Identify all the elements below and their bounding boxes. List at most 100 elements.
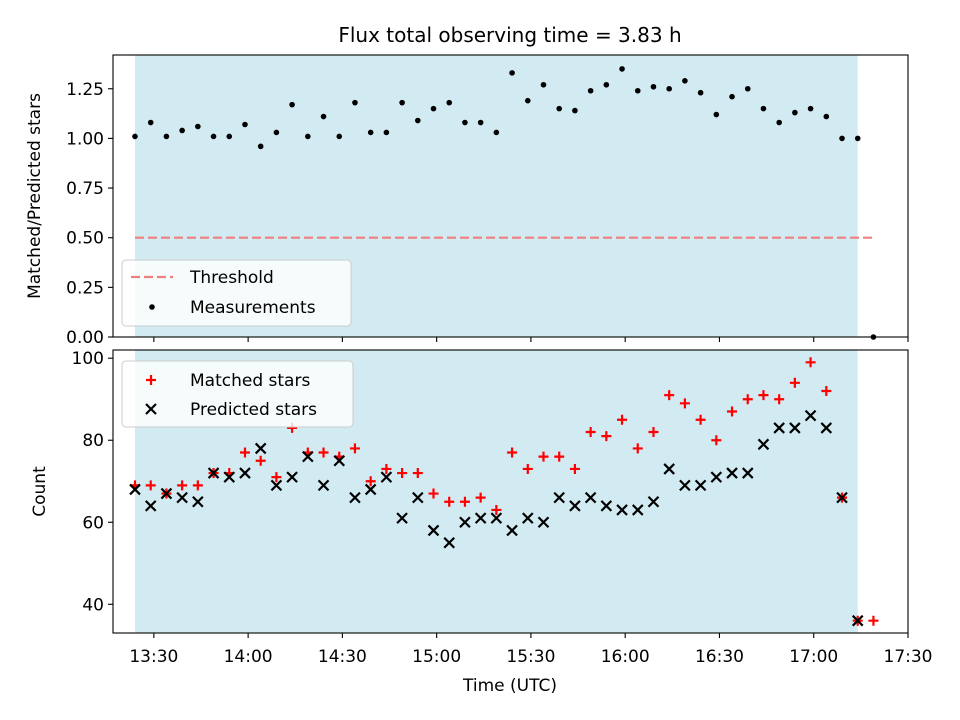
legend-swatch [146, 375, 156, 385]
data-point [650, 83, 657, 90]
data-point [727, 406, 738, 417]
legend-box [121, 360, 354, 428]
data-point [682, 78, 688, 84]
y-axis-label: Matched/Predicted stars [25, 93, 45, 299]
y-tick-label: 60 [82, 513, 104, 533]
y-tick-label: 80 [82, 431, 104, 451]
data-point [569, 463, 580, 474]
legend-swatch-measurements [149, 304, 155, 310]
data-point [475, 492, 486, 503]
data-point [679, 398, 690, 409]
data-point [820, 422, 833, 434]
data-point [711, 435, 722, 446]
data-point [239, 447, 250, 458]
data-point [666, 85, 672, 92]
data-point [365, 476, 376, 487]
data-point [380, 471, 393, 483]
data-point [349, 443, 360, 454]
data-point [147, 119, 154, 126]
data-point [286, 471, 298, 483]
legend-label: Predicted stars [190, 400, 317, 420]
data-point [428, 488, 439, 499]
data-point [383, 129, 390, 136]
data-point [619, 66, 625, 72]
data-point [474, 512, 487, 524]
data-point [396, 512, 408, 524]
data-point [195, 123, 201, 130]
data-point [729, 93, 735, 100]
data-point [352, 99, 358, 106]
data-point [773, 422, 785, 434]
data-point [617, 414, 628, 425]
data-point [305, 133, 311, 140]
y-tick-label: 100 [72, 349, 104, 369]
data-point [270, 479, 283, 492]
y-tick-label: 0.00 [66, 328, 104, 348]
data-point [789, 422, 801, 434]
data-point [758, 390, 769, 401]
data-point [255, 455, 266, 466]
data-point [851, 614, 864, 627]
data-point [741, 467, 754, 479]
data-point [430, 105, 437, 112]
data-point [507, 447, 518, 458]
data-point [257, 143, 264, 150]
legend-label-measurements: Measurements [190, 298, 316, 318]
data-point [397, 468, 408, 479]
y-tick-label: 0.50 [66, 229, 104, 249]
data-point [726, 467, 738, 479]
legend-label: Matched stars [190, 371, 310, 391]
data-point [446, 99, 453, 106]
x-tick-label: 17:00 [789, 647, 838, 667]
data-point [821, 386, 832, 397]
y-tick-label: 0.25 [66, 278, 104, 298]
data-point [317, 479, 330, 492]
data-point [789, 377, 800, 388]
legend: Matched stars Predicted stars [121, 360, 354, 428]
data-point [349, 491, 361, 504]
data-point [804, 409, 817, 422]
data-point [160, 487, 173, 500]
data-point [192, 480, 203, 491]
data-point [333, 454, 346, 467]
data-point [177, 480, 188, 491]
data-point [522, 512, 534, 524]
data-point [302, 450, 314, 463]
data-point [179, 127, 185, 134]
x-tick-label: 17:30 [884, 647, 933, 667]
data-point [537, 516, 550, 529]
data-point [223, 471, 236, 483]
data-point [399, 99, 405, 106]
data-point [854, 135, 861, 142]
data-point [679, 479, 691, 492]
data-point [663, 463, 675, 475]
data-point [367, 129, 374, 136]
data-point [569, 500, 581, 512]
x-tick-label: 14:30 [318, 647, 367, 667]
data-point [207, 467, 220, 479]
data-point [647, 495, 660, 508]
data-point [443, 536, 456, 549]
legend: Threshold Measurements [121, 259, 352, 327]
count-panel: 40 60 80 100 13:30 14:00 14:30 15:00 15:30 16:00 1… [30, 349, 933, 667]
data-point [129, 483, 141, 496]
data-point [554, 451, 565, 462]
data-point [868, 615, 879, 626]
data-point [776, 119, 782, 126]
data-point [556, 105, 563, 112]
data-point [412, 468, 423, 479]
data-point [713, 111, 720, 118]
data-point [540, 81, 547, 88]
data-point [584, 491, 597, 504]
data-point [839, 135, 845, 142]
data-point [694, 479, 707, 492]
data-point [697, 89, 704, 96]
data-point [444, 496, 455, 507]
y-tick-label: 0.75 [66, 179, 104, 199]
data-point [760, 105, 767, 112]
data-point [792, 109, 798, 116]
data-point [506, 524, 518, 537]
x-tick-label: 14:00 [224, 647, 273, 667]
data-point [522, 463, 533, 474]
